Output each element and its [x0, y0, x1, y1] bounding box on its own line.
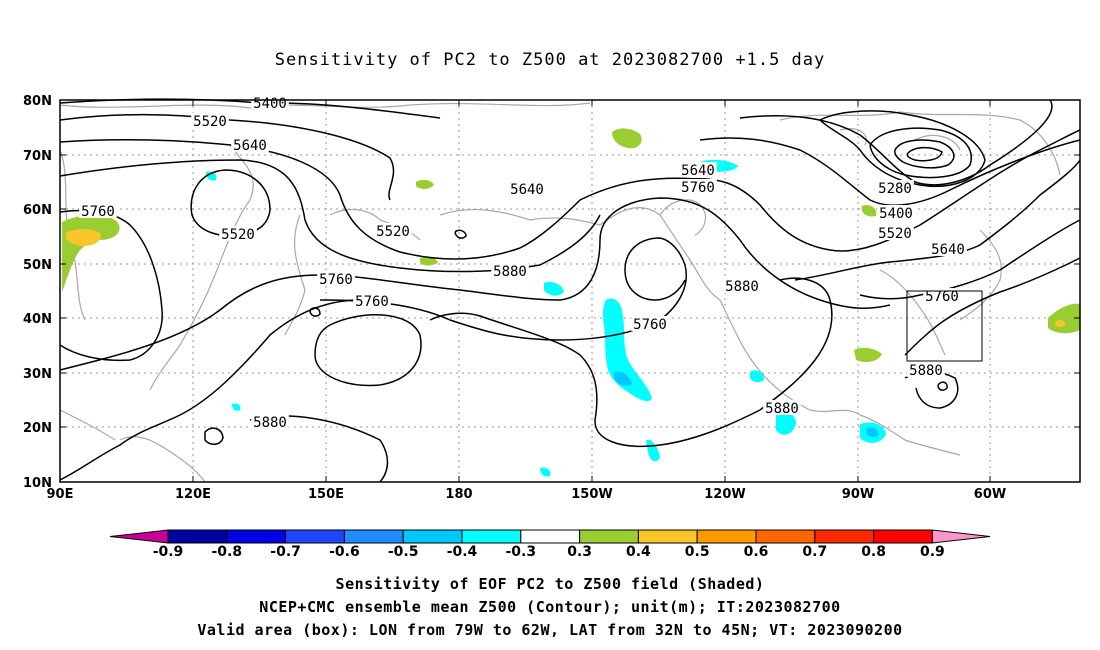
colorbar-label: -0.3 — [505, 544, 536, 560]
colorbar-label: -0.9 — [153, 544, 184, 560]
contour-label: 5880 — [909, 363, 943, 379]
colorbar-segment — [873, 529, 933, 544]
contour-label: 5760 — [319, 272, 353, 288]
colorbar-label: -0.6 — [329, 544, 360, 560]
map-frame — [59, 99, 1081, 483]
colorbar-label: -0.5 — [388, 544, 419, 560]
contour-label: 5760 — [633, 317, 667, 333]
colorbar-end-left — [109, 529, 169, 544]
colorbar-label: 0.4 — [626, 544, 651, 560]
negative-patch-mexico — [750, 370, 764, 383]
contour-label: 5760 — [925, 289, 959, 305]
positive-patch-east-siberia — [416, 179, 434, 189]
sensitivity-shading — [62, 128, 1080, 477]
lon-tick-label: 90E — [47, 487, 74, 502]
positive-patch-gulf — [854, 347, 882, 362]
contour-label: 5880 — [493, 264, 527, 280]
colorbar-segment — [461, 529, 522, 544]
negative-patch-caribbean-core — [866, 427, 879, 437]
colorbar-segment — [226, 529, 287, 544]
positive-patch-siberia-core — [66, 229, 101, 246]
negative-patch-wpac — [232, 403, 241, 411]
negative-patch-central — [776, 410, 796, 435]
lat-tick-label: 20N — [23, 421, 52, 436]
lat-tick-label: 30N — [23, 367, 52, 382]
caption-line-1: Sensitivity of EOF PC2 to Z500 field (Sh… — [335, 575, 765, 593]
caption-line-2: NCEP+CMC ensemble mean Z500 (Contour); u… — [259, 598, 841, 616]
lon-tick-label: 150E — [308, 487, 344, 502]
contour-label: 5880 — [725, 279, 759, 295]
colorbar-segment — [755, 529, 816, 544]
lat-tick-label: 50N — [23, 258, 52, 273]
contour-label: 5520 — [193, 114, 227, 130]
colorbar-segment — [402, 529, 463, 544]
colorbar-label: 0.3 — [567, 544, 592, 560]
contour-label: 5400 — [253, 96, 287, 112]
lat-tick-label: 60N — [23, 203, 52, 218]
lat-tick-label: 80N — [23, 94, 52, 109]
positive-patch-atlantic-core — [1055, 319, 1066, 327]
contour-label: 5520 — [376, 224, 410, 240]
colorbar-label: 0.9 — [920, 544, 945, 560]
colorbar-segment — [579, 529, 639, 544]
contour-label: 5400 — [879, 206, 913, 222]
contour-label: 5640 — [681, 163, 715, 179]
contour-label: 5640 — [233, 138, 267, 154]
colorbar-end-right — [931, 529, 991, 544]
map-title: Sensitivity of PC2 to Z500 at 2023082700… — [274, 50, 826, 70]
negative-patch-tropical-w — [540, 467, 551, 477]
colorbar-label: 0.8 — [861, 544, 886, 560]
colorbar-label: -0.4 — [447, 544, 478, 560]
colorbar-segment — [343, 529, 404, 544]
lon-tick-label: 60W — [974, 487, 1006, 502]
colorbar-label: -0.7 — [270, 544, 301, 560]
colorbar: -0.9 -0.8 -0.7 -0.6 -0.5 -0.4 -0.3 0.3 0.4 0.5 0.6… — [109, 529, 991, 560]
colorbar-segment — [520, 529, 581, 544]
negative-patch-tropical-e — [646, 439, 660, 462]
lat-tick-label: 10N — [23, 476, 52, 491]
negative-patch-pacific-core — [614, 371, 632, 386]
z500-contours — [59, 98, 1081, 483]
colorbar-segment — [167, 529, 228, 544]
lon-tick-label: 90W — [842, 487, 874, 502]
contour-label: 5640 — [931, 242, 965, 258]
negative-patch-pacific — [602, 298, 652, 402]
caption-line-3: Valid area (box): LON from 79W to 62W, L… — [197, 621, 903, 639]
negative-patch-kurils — [544, 282, 564, 296]
contour-label: 5280 — [878, 181, 912, 197]
contour-label: 5760 — [355, 294, 389, 310]
colorbar-segment — [637, 529, 698, 544]
colorbar-segment — [814, 529, 875, 544]
positive-patch-atlantic — [1048, 303, 1080, 334]
lat-tick-label: 40N — [23, 312, 52, 327]
positive-patch-siberia — [62, 215, 120, 292]
colorbar-label: 0.6 — [744, 544, 769, 560]
colorbar-segment — [285, 529, 345, 544]
positive-patch-kamchatka — [420, 256, 438, 266]
colorbar-label: 0.5 — [685, 544, 710, 560]
contour-label: 5520 — [878, 226, 912, 242]
valid-area-box — [906, 290, 983, 362]
lon-tick-label: 120W — [704, 487, 745, 502]
lon-tick-label: 120E — [175, 487, 211, 502]
lon-tick-label: 180 — [445, 487, 472, 502]
contour-label: 5520 — [221, 227, 255, 243]
colorbar-label: -0.8 — [211, 544, 242, 560]
positive-patch-arctic — [612, 128, 642, 149]
colorbar-label: 0.7 — [802, 544, 827, 560]
coastlines — [59, 102, 1061, 483]
contour-label: 5880 — [253, 415, 287, 431]
contour-label: 5640 — [510, 182, 544, 198]
lat-tick-label: 70N — [23, 149, 52, 164]
contour-label: 5880 — [765, 401, 799, 417]
positive-patch-greenland — [861, 205, 877, 217]
contour-label: 5760 — [681, 180, 715, 196]
colorbar-segment — [696, 529, 757, 544]
lon-tick-label: 150W — [571, 487, 612, 502]
contour-label: 5760 — [81, 204, 115, 220]
